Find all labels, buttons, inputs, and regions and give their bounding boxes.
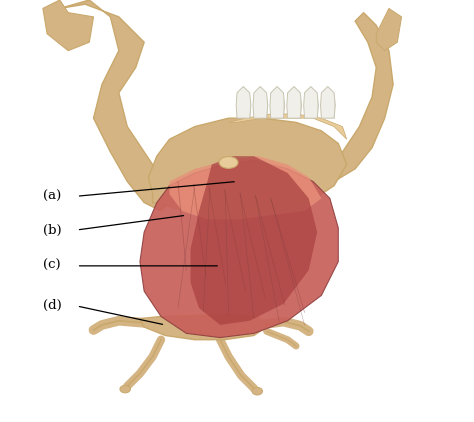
Ellipse shape [120,385,130,393]
Polygon shape [253,87,268,118]
Polygon shape [43,0,93,51]
Polygon shape [140,160,338,338]
Text: (b): (b) [43,224,62,236]
Text: (d): (d) [43,300,62,312]
Polygon shape [228,114,346,139]
Polygon shape [236,87,251,118]
Text: (c): (c) [43,260,61,272]
Polygon shape [287,87,301,118]
Polygon shape [60,0,170,211]
Polygon shape [170,156,321,219]
Text: (a): (a) [43,190,61,203]
Ellipse shape [252,387,263,395]
Polygon shape [317,13,393,186]
Polygon shape [191,156,317,325]
Polygon shape [304,87,319,118]
Polygon shape [140,314,266,340]
Ellipse shape [219,157,238,168]
Polygon shape [376,8,401,51]
Polygon shape [148,118,346,215]
Polygon shape [320,87,335,118]
Polygon shape [270,87,285,118]
